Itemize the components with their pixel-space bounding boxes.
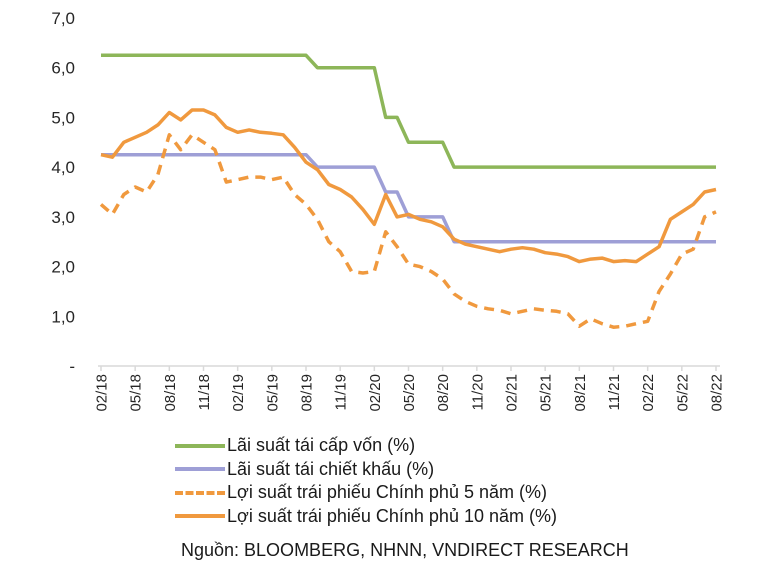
legend-swatch-green-line (175, 443, 225, 448)
x-tick-label: 11/20 (469, 374, 486, 410)
x-tick-label: 05/22 (674, 374, 691, 412)
x-tick-label: 02/22 (640, 374, 657, 412)
y-tick-label: 2,0 (51, 258, 75, 277)
x-tick-label: 05/19 (264, 374, 281, 412)
legend-item-discount-rate: Lãi suất tái chiết khấu (%) (175, 458, 557, 482)
x-tick-label: 08/21 (572, 374, 589, 412)
legend-label: Lãi suất tái chiết khấu (%) (227, 458, 435, 479)
legend-label: Lợi suất trái phiếu Chính phủ 10 năm (%) (227, 505, 557, 526)
legend-item-refinancing-rate: Lãi suất tái cấp vốn (%) (175, 434, 557, 458)
x-tick-label: 05/20 (401, 374, 418, 412)
y-tick-label: - (69, 357, 75, 376)
discount-rate-line (101, 152, 716, 244)
legend-item-5y-bond-yield: Lợi suất trái phiếu Chính phủ 5 năm (%) (175, 481, 557, 505)
x-tick-label: 02/20 (367, 374, 384, 412)
x-tick-label: 05/18 (128, 374, 145, 412)
x-tick-label: 08/20 (435, 374, 452, 412)
x-tick-label: 11/21 (606, 374, 623, 410)
x-axis: 02/18 05/18 08/18 11/18 02/19 05/19 08/19 11/19… (94, 365, 726, 412)
legend-swatch-purple-line (175, 467, 225, 472)
y-tick-label: 3,0 (51, 208, 75, 227)
x-tick-label: 11/18 (196, 374, 213, 410)
bond-yield-5y-line (99, 133, 717, 329)
legend-label: Lợi suất trái phiếu Chính phủ 5 năm (%) (227, 482, 547, 503)
x-tick-label: 08/19 (299, 374, 316, 412)
legend-label: Lãi suất tái cấp vốn (%) (227, 435, 416, 456)
legend: Lãi suất tái cấp vốn (%) Lãi suất tái ch… (175, 434, 557, 528)
line-chart: - 1,0 2,0 3,0 4,0 5,0 6,0 7,0 02/18 05/18 08/18 11… (51, 9, 726, 412)
x-tick-label: 02/19 (230, 374, 247, 412)
x-tick-label: 11/19 (333, 374, 350, 410)
legend-swatch-orange-line (175, 514, 225, 519)
series-layer (99, 53, 717, 329)
y-axis: - 1,0 2,0 3,0 4,0 5,0 6,0 7,0 (51, 9, 75, 376)
refinancing-rate-line (101, 53, 716, 169)
legend-item-10y-bond-yield: Lợi suất trái phiếu Chính phủ 10 năm (%) (175, 505, 557, 529)
y-tick-label: 5,0 (51, 108, 75, 127)
bond-yield-10y-line (100, 108, 717, 264)
x-tick-label: 02/21 (504, 374, 521, 412)
y-tick-label: 6,0 (51, 59, 75, 78)
legend-swatch-orange-dashed-line (175, 490, 225, 495)
y-tick-label: 7,0 (51, 9, 75, 28)
x-tick-label: 08/18 (162, 374, 179, 412)
source-note: Nguồn: BLOOMBERG, NHNN, VNDIRECT RESEARC… (181, 540, 629, 560)
x-tick-label: 02/18 (94, 374, 111, 412)
y-tick-label: 1,0 (51, 307, 75, 326)
y-tick-label: 4,0 (51, 158, 75, 177)
x-tick-label: 05/21 (538, 374, 555, 412)
x-tick-label: 08/22 (709, 374, 726, 412)
